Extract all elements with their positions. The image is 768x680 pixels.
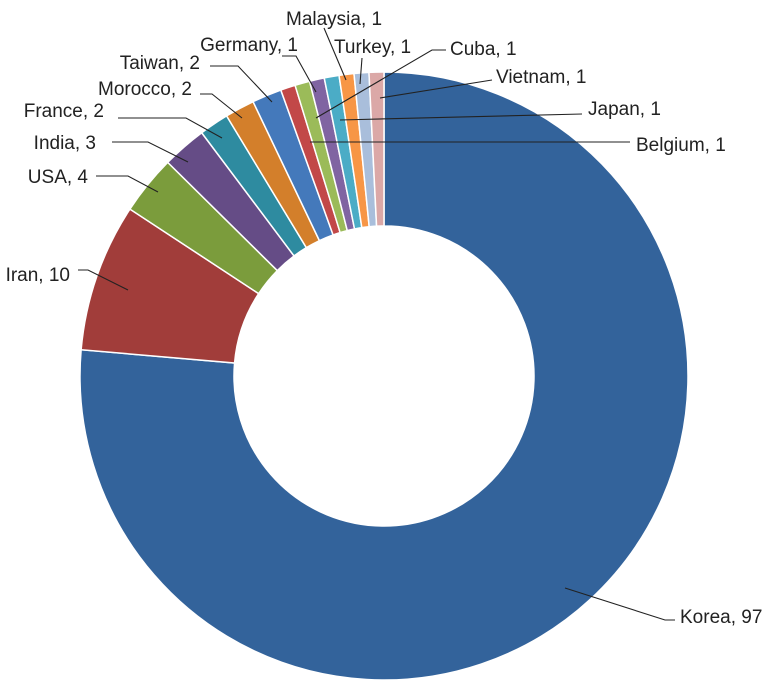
leader-line-cuba — [315, 49, 446, 119]
leader-line-vietnam — [379, 79, 493, 99]
slice-label-india: India, 3 — [34, 133, 96, 154]
leader-line-iran — [78, 269, 129, 291]
leader-line-germany — [282, 55, 317, 93]
leader-line-korea — [564, 587, 675, 621]
slice-label-taiwan: Taiwan, 2 — [120, 53, 200, 74]
leader-line-taiwan — [210, 65, 273, 103]
leader-line-malaysia — [323, 27, 347, 81]
slice-label-morocco: Morocco, 2 — [98, 79, 192, 100]
leader-line-india — [112, 141, 189, 163]
slice-label-usa: USA, 4 — [28, 167, 89, 188]
leader-line-france — [118, 117, 223, 139]
leader-line-usa — [96, 175, 159, 193]
slice-belgium — [368, 71, 385, 227]
slice-label-malaysia: Malaysia, 1 — [286, 9, 382, 30]
slice-label-belgium: Belgium, 1 — [636, 135, 726, 156]
slice-labels: Korea, 97 Iran, 10 USA, 4 India, 3 France, 2… — [6, 9, 763, 628]
slice-label-cuba: Cuba, 1 — [450, 39, 517, 60]
leader-line-turkey — [359, 57, 363, 85]
slice-label-korea: Korea, 97 — [680, 607, 762, 628]
leader-line-japan — [339, 113, 583, 121]
donut-slices — [79, 71, 689, 680]
slice-label-japan: Japan, 1 — [588, 99, 661, 120]
slice-label-iran: Iran, 10 — [6, 265, 70, 286]
slice-label-vietnam: Vietnam, 1 — [496, 67, 586, 88]
leader-line-morocco — [200, 93, 243, 119]
leader-lines — [78, 27, 675, 621]
slice-label-france: France, 2 — [24, 101, 104, 122]
slice-korea — [79, 71, 689, 680]
slice-label-germany: Germany, 1 — [200, 35, 298, 56]
slice-label-turkey: Turkey, 1 — [334, 37, 411, 58]
